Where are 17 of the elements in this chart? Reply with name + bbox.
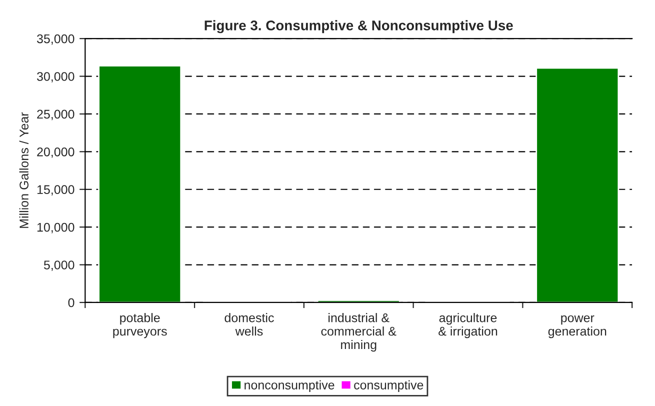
y-tick-label: 15,000 bbox=[37, 185, 74, 196]
y-tick-label: 35,000 bbox=[36, 34, 74, 45]
x-tick-label: industrial & commercial & mining bbox=[321, 313, 396, 352]
x-tick-label: potable purveyors bbox=[113, 313, 167, 338]
y-tick-label: 30,000 bbox=[36, 72, 74, 82]
legend-label: nonconsumptive bbox=[244, 380, 334, 392]
x-tick-label: domestic wells bbox=[224, 313, 274, 336]
y-tick-label: 10,000 bbox=[37, 222, 74, 234]
chart-title: Figure 3. Consumptive & Nonconsumptive Use bbox=[204, 20, 513, 34]
legend-label: consumptive bbox=[354, 380, 424, 392]
x-tick-label: power generation bbox=[548, 315, 606, 338]
x-tick-label: agriculture & irrigation bbox=[438, 313, 498, 338]
y-tick-label: 5,000 bbox=[44, 260, 74, 271]
y-tick-label: 20,000 bbox=[37, 147, 74, 158]
y-axis-title: Million Gallons / Year bbox=[19, 112, 28, 228]
y-tick-label: 25,000 bbox=[37, 110, 74, 120]
y-tick-label: 0 bbox=[68, 298, 74, 308]
